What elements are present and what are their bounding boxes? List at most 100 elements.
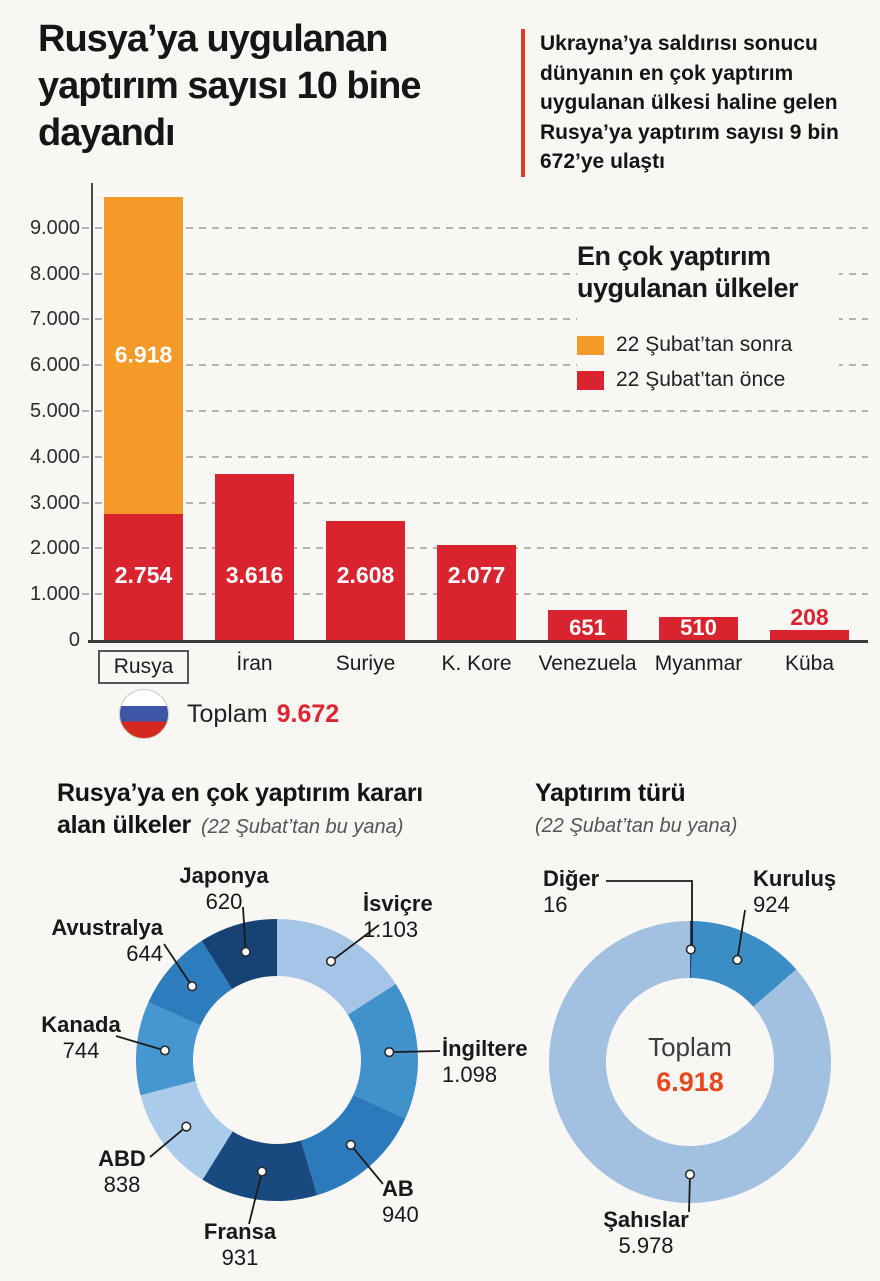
total-label: Toplam [187,699,268,728]
donut-label-value: 644 [126,941,163,966]
x-label-Rusya: Rusya [88,650,199,684]
donut-label-value: 931 [221,1245,259,1270]
donut2-title-text: Yaptırım türü [535,779,686,807]
bar-chart: 6.918 2.754 3.616 2.608 2.077 651 510 208 [82,183,868,643]
donut-slice-Fransa [202,1131,318,1201]
leader-line-Avustralya [163,943,193,987]
donut1-title-line1: Rusya’ya en çok yaptırım kararı [57,779,423,807]
donut-label-value: 16 [543,892,568,917]
bar-segment-before [659,616,738,640]
legend-swatch-orange [577,335,604,355]
donut-label-name: Fransa [203,1219,277,1244]
bar-segment-before [548,610,627,640]
bar-value-before: 2.077 [447,562,506,588]
donut1-subtitle: (22 Şubat’tan bu yana) [200,816,404,838]
russia-flag-icon [119,689,169,739]
bar-K. Kore: 2.077 [437,544,516,640]
legend-title: En çok yaptırım uygulanan ülkeler [577,241,799,303]
donut-label-name: İngiltere [442,1036,528,1061]
leader-dot-İsviçre [325,956,337,967]
bar-Suriye: 2.608 [326,520,405,640]
y-tick-1.000: 1.000 [29,583,80,606]
donut-label-value: 620 [205,889,243,914]
chart-legend: En çok yaptırım uygulanan ülkeler 22 Şub… [577,240,839,397]
leader-line-AB [350,1144,384,1185]
y-tick-0: 0 [68,629,80,651]
callout: Ukrayna’ya saldırısı sonucu dünyanın en … [521,29,858,177]
donut-label-Avustralya: Avustralya 644 [45,915,163,967]
donut-label-name: Japonya [179,863,269,888]
x-label-İran: İran [236,652,273,675]
leader-dot-İngiltere [384,1046,395,1058]
gridline [82,272,868,275]
bar-Myanmar: 510 [659,615,738,640]
gridline [82,318,868,321]
leader-dot-Kanada [159,1045,171,1056]
callout-text: Ukrayna’ya saldırısı sonucu dünyanın en … [540,32,839,173]
page-title: Rusya’ya uygulanan yaptırım sayısı 10 bi… [38,18,422,154]
y-tick-3.000: 3.000 [29,491,80,514]
donut-slice-Kuruluş [691,921,797,1007]
x-label-Venezuela: Venezuela [538,652,637,675]
donut-slice-Japonya [201,919,277,989]
x-label-K. Kore: K. Kore [441,652,512,675]
bar-Küba: 208 [770,604,849,640]
leader-dot-AB [345,1139,356,1150]
donut-label-name: Kanada [41,1012,121,1037]
bar-value-before: 510 [680,615,717,640]
x-label-box: Rusya [97,650,190,684]
donut-label-Kuruluş: Kuruluş 924 [753,866,848,918]
donut-label-Diğer: Diğer 16 [543,866,618,918]
leader-line-Diğer [606,880,693,946]
leader-dot-Şahıslar [684,1169,696,1180]
donut1-title: Rusya’ya en çok yaptırım kararı alan ülk… [57,777,423,843]
bar-İran: 3.616 [215,474,294,640]
bar-value-before: 2.754 [114,562,173,588]
gridline [82,409,868,412]
donut-label-İsviçre: İsviçre 1.103 [363,891,458,943]
donut-label-Şahıslar: Şahıslar 5.978 [600,1207,692,1259]
gridline [82,501,868,504]
donut-label-name: AB [382,1176,414,1201]
donut-label-value: 744 [62,1038,100,1063]
bar-segment-before [215,474,294,640]
donut-label-name: ABD [98,1146,146,1171]
donut2-subtitle: (22 Şubat’tan bu yana) [535,815,738,837]
donut-label-İngiltere: İngiltere 1.098 [442,1036,552,1088]
legend-label-after: 22 Şubat’tan sonra [616,333,793,356]
x-label-Suriye: Suriye [335,652,396,675]
donut-label-Japonya: Japonya 620 [168,863,280,915]
legend-item-after: 22 Şubat’tan sonra [577,332,839,358]
gridline [82,455,868,458]
total-value: 9.672 [276,699,340,728]
donut-label-name: İsviçre [363,891,433,916]
bar-segment-before [437,544,516,640]
donut-label-name: Diğer [543,866,600,891]
donut1-title-line2: alan ülkeler [57,811,191,839]
bar-value-before: 208 [790,604,829,631]
x-label-Myanmar: Myanmar [654,652,743,675]
y-tick-4.000: 4.000 [29,445,80,468]
leader-dot-Japonya [240,946,251,958]
donut-label-Kanada: Kanada 744 [36,1012,126,1064]
bar-segment-before [770,630,849,640]
bar-value-before: 651 [569,615,606,640]
donut2-center-label: Toplam [648,1032,732,1062]
donut-label-value: 924 [753,892,790,917]
y-tick-7.000: 7.000 [29,308,80,331]
donut-label-name: Kuruluş [753,866,837,891]
leader-line-Kuruluş [736,909,746,961]
y-tick-2.000: 2.000 [29,537,80,560]
donut-label-value: 1.098 [442,1062,498,1087]
y-tick-5.000: 5.000 [29,399,80,422]
donut-label-Fransa: Fransa 931 [185,1219,295,1271]
bar-value-before: 2.608 [336,562,395,588]
donut2-center-value: 6.918 [656,1067,724,1097]
donut-slice-Diğer [690,921,693,979]
y-tick-9.000: 9.000 [29,216,80,239]
donut2-title: Yaptırım türü (22 Şubat’tan bu yana) [535,777,737,838]
bar-value-before: 3.616 [225,562,284,588]
donut-label-ABD: ABD 838 [88,1146,156,1198]
legend-label-before: 22 Şubat’tan önce [616,368,786,391]
